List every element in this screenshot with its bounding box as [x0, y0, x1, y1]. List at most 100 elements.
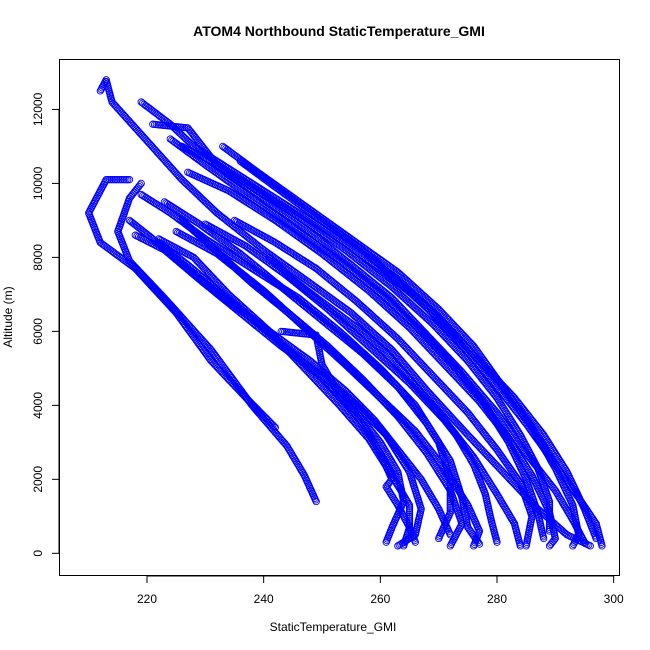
data-point [138, 270, 146, 278]
data-point [440, 405, 448, 413]
data-point [330, 396, 339, 404]
data-point [335, 353, 344, 361]
data-point [179, 177, 187, 185]
data-point [448, 414, 456, 422]
data-point [183, 319, 191, 327]
data-point [428, 336, 436, 345]
data-point [206, 203, 215, 211]
data-point [134, 266, 142, 274]
data-point [377, 336, 386, 344]
data-point [387, 345, 395, 353]
data-point [152, 285, 160, 293]
data-point [453, 419, 461, 427]
data-point [182, 179, 190, 188]
data-point [337, 354, 345, 363]
data-point [286, 310, 294, 319]
data-point [319, 384, 327, 392]
data-point [176, 311, 184, 319]
data-point [405, 505, 414, 513]
data-point [132, 264, 140, 272]
data-point [325, 391, 334, 399]
data-point [196, 260, 204, 268]
data-point [437, 402, 446, 410]
data-point [266, 292, 274, 301]
data-point [180, 178, 189, 186]
data-point [193, 257, 202, 266]
y-axis-label: Altitude (m) [1, 286, 15, 347]
data-point [363, 323, 371, 331]
data-point [111, 176, 119, 184]
data-point [290, 314, 298, 322]
data-point [299, 322, 307, 331]
data-point [187, 184, 195, 192]
data-point [260, 287, 268, 295]
data-point [202, 266, 210, 275]
data-point [124, 176, 132, 184]
data-point [320, 385, 329, 394]
data-point [400, 542, 408, 550]
data-point [466, 433, 474, 442]
data-point [204, 200, 212, 209]
data-point [372, 331, 380, 340]
data-point [158, 291, 166, 300]
data-point [405, 508, 414, 517]
data-point [270, 296, 278, 304]
data-point [113, 176, 121, 184]
data-point [495, 464, 503, 472]
data-point [157, 290, 165, 298]
data-point [447, 540, 455, 548]
plot-marks [85, 76, 606, 550]
data-point [484, 452, 492, 460]
data-point [450, 416, 459, 425]
data-point [444, 410, 453, 418]
data-point [207, 272, 215, 280]
data-point [191, 188, 199, 196]
data-point [178, 131, 186, 139]
data-point [405, 503, 414, 511]
data-point [471, 439, 479, 447]
data-point [210, 206, 219, 215]
data-point [556, 525, 565, 533]
data-point [201, 198, 209, 206]
data-point [120, 176, 128, 184]
data-point [205, 343, 213, 351]
data-point [586, 542, 594, 550]
data-point [202, 199, 211, 207]
data-point [186, 183, 194, 191]
data-point [189, 326, 197, 334]
data-point [188, 185, 197, 194]
data-point [183, 180, 191, 189]
data-point [184, 320, 193, 329]
data-point [380, 339, 388, 347]
data-point [145, 278, 154, 286]
data-point [208, 204, 216, 212]
data-point [166, 301, 175, 309]
data-point [476, 444, 484, 452]
data-point [205, 201, 213, 210]
data-point [490, 459, 498, 467]
data-point [489, 457, 497, 466]
data-point [460, 427, 468, 435]
data-point [168, 302, 176, 310]
data-point [209, 205, 217, 213]
data-point [423, 331, 431, 339]
data-point [381, 340, 390, 348]
data-point [441, 406, 449, 414]
data-point [379, 337, 387, 346]
data-point [201, 265, 209, 273]
data-point [178, 176, 186, 184]
data-point [180, 134, 189, 142]
data-point [501, 470, 509, 479]
data-point [171, 306, 179, 314]
data-point [109, 176, 117, 184]
data-point [188, 324, 196, 333]
data-point [102, 176, 110, 184]
data-point [358, 318, 366, 327]
data-point [500, 469, 508, 477]
data-point [298, 321, 306, 329]
data-point [455, 422, 464, 430]
data-point [477, 445, 486, 454]
data-point [479, 447, 487, 455]
data-point [200, 264, 208, 272]
data-point [150, 283, 159, 292]
